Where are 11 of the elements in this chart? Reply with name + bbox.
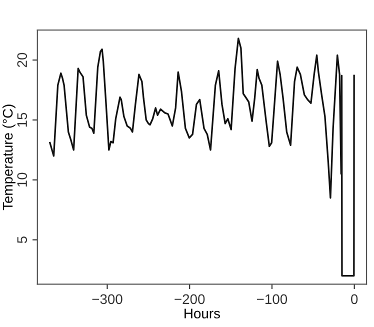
y-axis-title: Temperature (°C) [2, 104, 16, 210]
x-axis-title: Hours [184, 308, 220, 318]
x-tick-label: −200 [174, 294, 205, 304]
y-tick-label: 10 [17, 172, 28, 187]
y-tick-label: 20 [17, 52, 28, 68]
x-tick-label: −100 [257, 294, 288, 304]
line-series [49, 38, 355, 277]
y-tick-label: 5 [17, 236, 28, 244]
y-tick-label: 15 [17, 112, 28, 127]
x-tick-label: −300 [92, 294, 122, 304]
x-tick-label: 0 [351, 294, 358, 304]
